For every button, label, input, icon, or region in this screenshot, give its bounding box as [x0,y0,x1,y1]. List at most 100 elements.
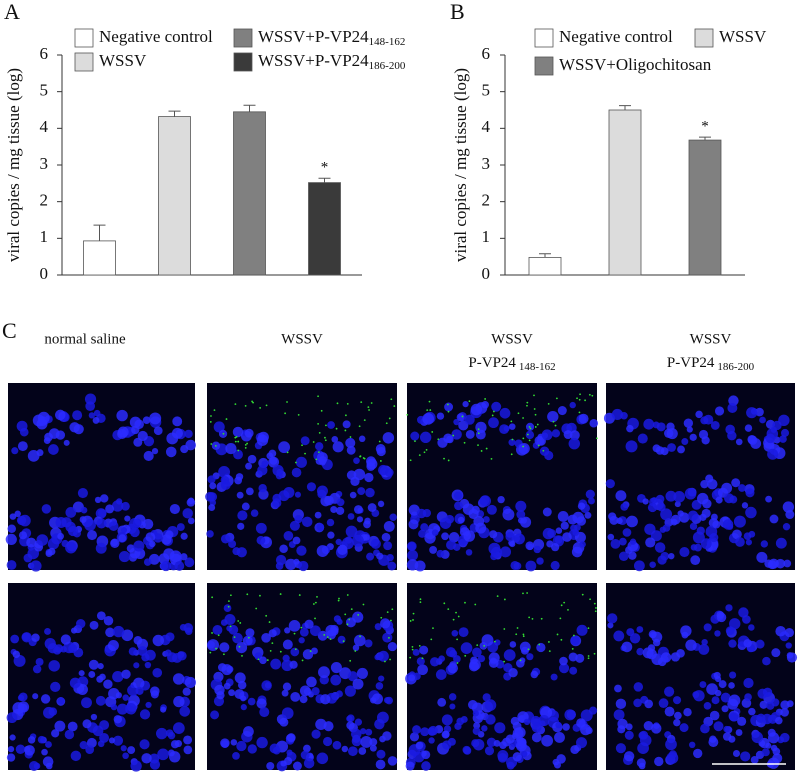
nucleus [482,693,491,702]
nucleus [562,532,572,542]
legend-subscript: 186-200 [369,60,406,72]
nucleus [685,639,697,651]
signal-dot [463,441,466,444]
nucleus [693,748,703,759]
nucleus [232,426,244,438]
nucleus [649,631,657,639]
signal-dot [529,427,532,430]
nucleus [19,514,31,527]
image-caption: WSSV [690,331,732,347]
nucleus [57,532,64,540]
nucleus [332,740,342,750]
y-tick-label: 2 [40,191,49,210]
signal-dot [265,614,268,617]
nucleus [366,456,376,467]
nucleus [376,749,386,759]
nucleus [771,698,780,707]
nucleus [284,627,291,634]
nucleus [607,622,614,629]
panel-label: B [450,0,465,24]
nucleus [508,438,516,446]
nucleus [775,537,787,549]
nucleus [9,734,16,741]
signal-dot [411,648,414,651]
nucleus [275,562,284,570]
nucleus [743,677,754,689]
nucleus [491,401,502,412]
nucleus [354,718,363,726]
nucleus [54,644,64,653]
nucleus [346,714,355,722]
nucleus [290,647,300,657]
nucleus [639,730,649,740]
nucleus [579,541,586,548]
nucleus [309,625,321,637]
nucleus [88,671,96,678]
nucleus [376,552,384,560]
nucleus [618,537,627,546]
nucleus [55,516,67,528]
nucleus [88,412,95,419]
nucleus [613,630,625,642]
nucleus [451,629,459,637]
nucleus [572,529,580,536]
nucleus [584,511,592,519]
nucleus [447,662,459,674]
nucleus [67,525,79,537]
nucleus [429,545,438,554]
nucleus [282,639,293,650]
nucleus [441,714,453,726]
nucleus [382,432,395,444]
signal-dot [393,405,396,407]
nucleus [108,737,115,744]
nucleus [364,472,374,483]
nucleus [116,409,128,422]
nucleus [577,502,586,510]
nucleus [559,663,570,674]
nucleus [572,511,585,524]
nucleus [462,503,475,515]
nucleus [744,693,752,701]
nucleus [554,732,565,743]
signal-dot [239,622,242,624]
signal-dot [210,415,212,417]
nucleus [626,424,634,433]
nucleus [714,406,725,416]
nucleus [179,706,191,717]
nucleus [347,671,358,682]
nucleus [472,710,479,717]
nucleus [542,527,555,540]
nucleus [121,501,130,511]
nucleus [547,410,559,423]
nucleus [384,696,391,704]
nucleus [148,553,160,565]
signal-dot [294,648,297,651]
signal-dot [301,444,303,447]
legend-label: Negative control [559,27,673,46]
signal-dot [409,656,412,659]
signal-dot [217,634,220,637]
nucleus [588,497,595,505]
nucleus [241,502,250,511]
nucleus [747,434,757,444]
nucleus [387,561,397,571]
signal-dot [528,439,531,442]
nucleus [670,514,681,525]
nucleus [539,446,550,456]
nucleus [167,731,176,740]
nucleus [294,491,301,498]
nucleus [497,753,508,763]
nucleus [681,631,689,639]
nucleus [142,518,154,530]
nucleus [378,464,389,476]
nucleus [240,704,247,711]
signal-dot [419,598,422,601]
y-tick-label: 3 [482,154,491,173]
nucleus [17,694,25,701]
nucleus [60,634,71,645]
nucleus [470,403,483,416]
nucleus [216,691,225,700]
nucleus [506,761,515,770]
nucleus [44,627,52,635]
nucleus [105,504,115,514]
